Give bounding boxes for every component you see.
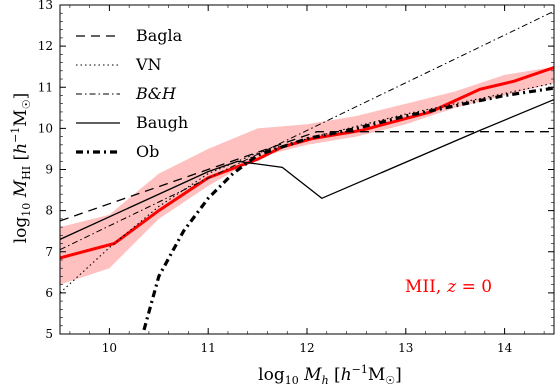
y-tick-label: 6 xyxy=(45,286,53,300)
annotation: MII, z = 0 xyxy=(405,277,492,297)
series-line-ob xyxy=(142,86,554,331)
y-tick-label: 13 xyxy=(38,0,53,12)
y-tick-label: 11 xyxy=(38,80,53,94)
y-tick-label: 12 xyxy=(38,39,53,53)
y-tick-label: 7 xyxy=(45,245,53,259)
y-tick-label: 5 xyxy=(45,327,53,341)
y-tick-label: 10 xyxy=(38,121,53,135)
series-line-baugh xyxy=(60,98,554,240)
x-tick-label: 13 xyxy=(398,341,413,355)
legend: Bagla VN B&H Baugh Ob xyxy=(76,26,188,161)
legend-label-bh: B&H xyxy=(135,84,177,103)
x-tick-label: 14 xyxy=(497,341,513,355)
scatter-band xyxy=(60,66,554,285)
y-tick-label: 9 xyxy=(45,163,53,177)
series-line-bh xyxy=(60,10,554,251)
y-tick-label: 8 xyxy=(45,204,53,218)
x-tick-label: 10 xyxy=(102,341,117,355)
x-tick-label: 11 xyxy=(201,341,216,355)
legend-label-vn: VN xyxy=(135,55,162,74)
x-tick-label: 12 xyxy=(299,341,314,355)
ticks: 10 11 12 13 14 5 6 7 8 9 10 11 12 13 xyxy=(38,0,554,355)
legend-label-ob: Ob xyxy=(136,142,159,161)
series-line-bagla xyxy=(60,131,554,222)
series-line-vn xyxy=(60,82,554,294)
legend-label-bagla: Bagla xyxy=(136,26,183,45)
x-axis-label: log10 Mh [h−1M☉] xyxy=(258,363,402,387)
legend-label-baugh: Baugh xyxy=(136,113,188,132)
y-axis-label: log10 MHI [h−1M☉] xyxy=(9,93,33,244)
